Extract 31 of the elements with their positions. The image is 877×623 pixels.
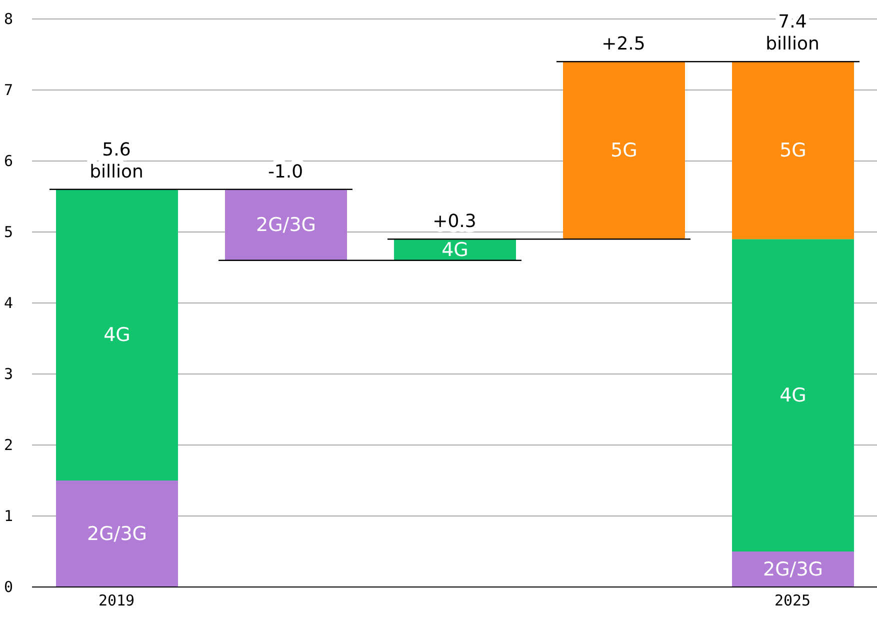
- text: 4G: [104, 324, 130, 346]
- text: 2G/3G: [256, 214, 316, 236]
- total-label: +2.5: [602, 34, 646, 55]
- y-tick-label: 0: [4, 578, 14, 596]
- x-tick-label: 2019: [98, 592, 135, 610]
- y-tick-label: 4: [4, 294, 14, 312]
- y-tick-label: 7: [4, 81, 14, 99]
- total-label: +0.3: [432, 211, 476, 232]
- text: 5G: [780, 139, 806, 162]
- text: 2G/3G: [86, 522, 148, 545]
- bar: [732, 239, 854, 552]
- y-tick-label: 8: [4, 10, 14, 28]
- bar: [563, 62, 685, 240]
- total-label: 7.4 billion: [766, 12, 820, 55]
- bar: [225, 189, 347, 260]
- series-label: 4G: [442, 238, 468, 261]
- bar: [732, 62, 854, 240]
- total-label: -1.0: [268, 161, 304, 182]
- bar: [732, 552, 854, 587]
- y-tick-label: 1: [4, 507, 14, 525]
- text: 4G: [780, 384, 806, 406]
- series-label: 2G/3G: [762, 558, 824, 580]
- x-tick-label: 2025: [774, 592, 811, 610]
- y-tick-label: 6: [4, 152, 14, 170]
- total-label: 5.6 billion: [90, 139, 144, 182]
- bar: [56, 480, 178, 587]
- y-tick-label: 5: [4, 223, 14, 241]
- y-tick-label: 2: [4, 436, 14, 454]
- series-label: 5G: [610, 139, 638, 162]
- y-tick-label: 3: [4, 365, 14, 383]
- bar: [56, 189, 178, 480]
